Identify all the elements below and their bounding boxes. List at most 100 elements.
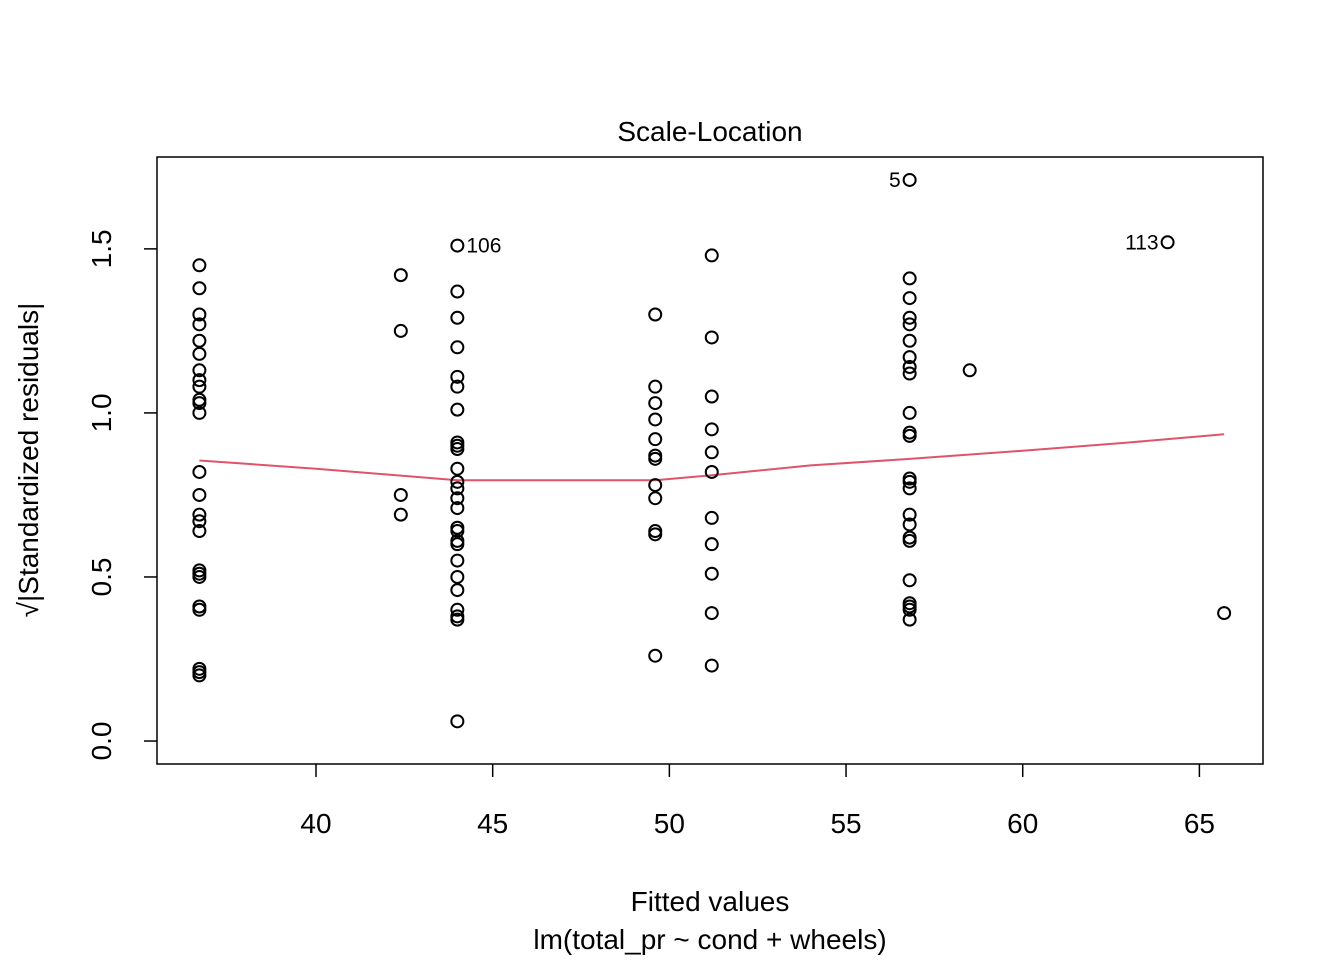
- data-point: [192, 373, 207, 388]
- x-tick-label: 45: [477, 808, 508, 839]
- data-point: [192, 396, 207, 411]
- data-point: [192, 569, 207, 584]
- data-point: [393, 507, 408, 522]
- data-point: [192, 405, 207, 420]
- data-point: [902, 317, 917, 332]
- data-point: [648, 432, 663, 447]
- data-point: [902, 612, 917, 627]
- data-point: [393, 487, 408, 502]
- data-point: [704, 422, 719, 437]
- data-point: [450, 474, 465, 489]
- data-point: [450, 714, 465, 729]
- data-point: [648, 412, 663, 427]
- x-axis-label: Fitted values: [631, 886, 790, 917]
- data-point: [450, 442, 465, 457]
- data-point: [902, 271, 917, 286]
- data-point: [450, 524, 465, 539]
- point-label: 113: [1125, 231, 1158, 254]
- data-point: [393, 323, 408, 338]
- data-point: [450, 501, 465, 516]
- data-point: [704, 330, 719, 345]
- data-point: [704, 389, 719, 404]
- data-point: [704, 445, 719, 460]
- y-tick-label: 0.5: [86, 558, 117, 597]
- data-point: [704, 658, 719, 673]
- data-point: [648, 491, 663, 506]
- data-point: [902, 602, 917, 617]
- data-point: [192, 602, 207, 617]
- data-point: [648, 451, 663, 466]
- x-tick-label: 60: [1007, 808, 1038, 839]
- data-point: [450, 461, 465, 476]
- data-point: [450, 537, 465, 552]
- data-point: [450, 602, 465, 617]
- data-point: [192, 258, 207, 273]
- data-point: [902, 428, 917, 443]
- data-point: [192, 333, 207, 348]
- x-tick-label: 65: [1184, 808, 1215, 839]
- data-point: [450, 612, 465, 627]
- data-point: [192, 307, 207, 322]
- smoother-line-group: [199, 433, 1225, 482]
- data-point: [450, 310, 465, 325]
- data-point: [450, 583, 465, 598]
- data-point: [450, 569, 465, 584]
- data-point: [648, 648, 663, 663]
- data-point: [450, 402, 465, 417]
- chart-title: Scale-Location: [617, 116, 802, 147]
- x-tick-label: 40: [300, 808, 331, 839]
- data-point: [902, 573, 917, 588]
- data-point: [704, 248, 719, 263]
- point-label: 5: [889, 169, 901, 192]
- data-point: [450, 491, 465, 506]
- data-point: [192, 281, 207, 296]
- y-tick-label: 0.0: [86, 722, 117, 761]
- data-point: [648, 307, 663, 322]
- data-point: [962, 363, 977, 378]
- x-axis-subtitle: lm(total_pr ~ cond + wheels): [533, 924, 886, 955]
- point-label: 106: [466, 235, 501, 258]
- data-point: [704, 510, 719, 525]
- data-point: [902, 474, 917, 489]
- data-point: [450, 369, 465, 384]
- x-axis: 40 45 50 55 60 65: [300, 764, 1215, 839]
- y-axis: 0.0 0.5 1.0 1.5: [86, 229, 157, 761]
- data-point: [902, 533, 917, 548]
- data-point: [704, 566, 719, 581]
- x-tick-label: 50: [654, 808, 685, 839]
- outlier-labels: 106 5 113: [466, 169, 1158, 258]
- data-point: [450, 553, 465, 568]
- data-point: [648, 379, 663, 394]
- data-point: [902, 366, 917, 381]
- data-point: [902, 517, 917, 532]
- smoother-line: [199, 433, 1225, 482]
- data-point: [704, 537, 719, 552]
- data-point: [902, 507, 917, 522]
- data-point: [192, 487, 207, 502]
- data-point: [192, 668, 207, 683]
- data-point: [648, 396, 663, 411]
- data-point: [902, 405, 917, 420]
- data-point: [648, 478, 663, 493]
- data-point: [902, 310, 917, 325]
- data-point: [450, 284, 465, 299]
- data-point: [902, 172, 917, 187]
- data-point: [1160, 235, 1175, 250]
- data-point: [192, 464, 207, 479]
- data-point: [902, 359, 917, 374]
- data-point: [450, 379, 465, 394]
- data-point: [192, 379, 207, 394]
- data-point: [192, 317, 207, 332]
- data-point: [704, 464, 719, 479]
- data-point: [902, 333, 917, 348]
- data-point: [1217, 606, 1232, 621]
- data-point: [450, 481, 465, 496]
- x-tick-label: 55: [830, 808, 861, 839]
- data-point: [704, 606, 719, 621]
- residual-points: [192, 172, 1232, 729]
- data-point: [902, 291, 917, 306]
- data-point: [902, 350, 917, 365]
- data-point: [192, 363, 207, 378]
